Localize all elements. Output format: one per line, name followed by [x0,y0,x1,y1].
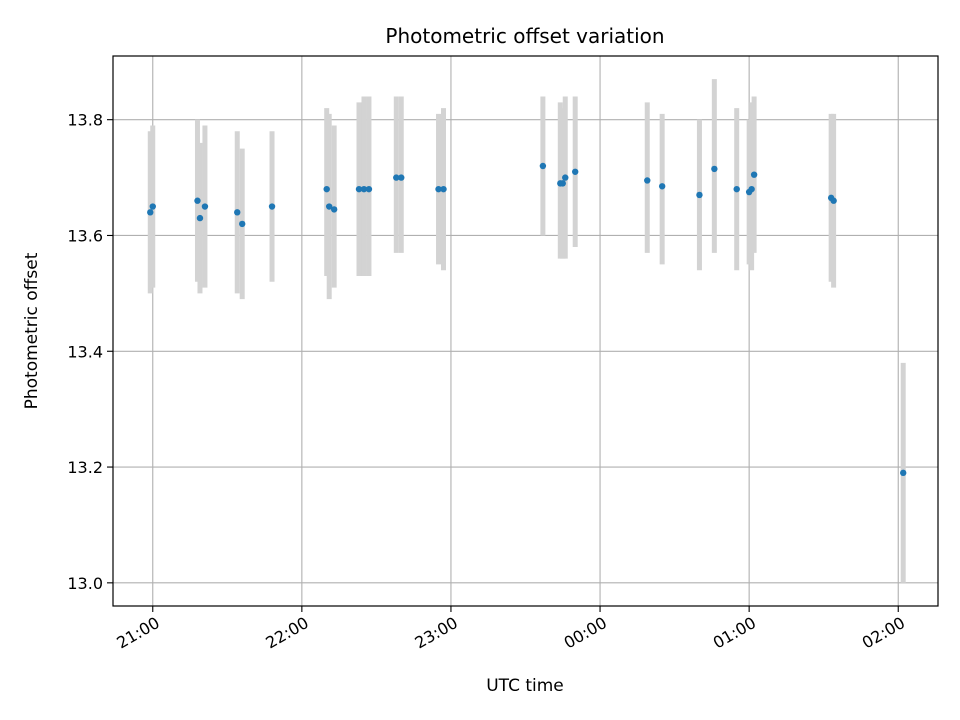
plot-frame [112,55,939,607]
data-point [201,203,209,210]
data-point [830,197,837,204]
data-point [196,214,204,222]
data-point [149,203,156,210]
data-point [711,165,718,173]
data-point [360,185,368,193]
data-point [355,185,363,193]
data-point [559,180,566,187]
data-point [234,209,241,216]
data-point [435,185,442,193]
data-point [562,174,569,181]
data-point [571,168,579,175]
data-point [325,203,333,210]
data-point [900,469,907,477]
x-axis-label: UTC time [486,676,564,696]
y-axis-label: Photometric offset [22,252,42,409]
data-point [696,191,703,199]
data-point [330,206,338,213]
data-point [365,185,373,193]
y-tick-label: 13.4 [67,342,103,361]
data-point [239,220,246,228]
data-point [440,185,447,193]
y-tick-label: 13.0 [67,574,103,593]
grid-lines [113,56,938,606]
y-tick-label: 13.2 [67,458,103,477]
data-point [644,177,651,184]
data-point [750,171,758,178]
data-point [748,185,755,193]
data-point [733,185,740,193]
data-point [147,209,154,216]
y-tick-label: 13.8 [67,111,103,130]
y-axis: 13.0 13.2 13.4 13.6 13.8 [67,111,113,593]
data-points [147,162,907,477]
data-point [323,185,330,193]
data-point [658,183,666,190]
data-point [268,203,276,210]
data-point [539,162,547,170]
y-tick-label: 13.6 [67,226,103,245]
chart-title: Photometric offset variation [385,24,664,48]
data-point [194,197,201,204]
data-point [393,174,400,181]
data-point [398,174,405,181]
